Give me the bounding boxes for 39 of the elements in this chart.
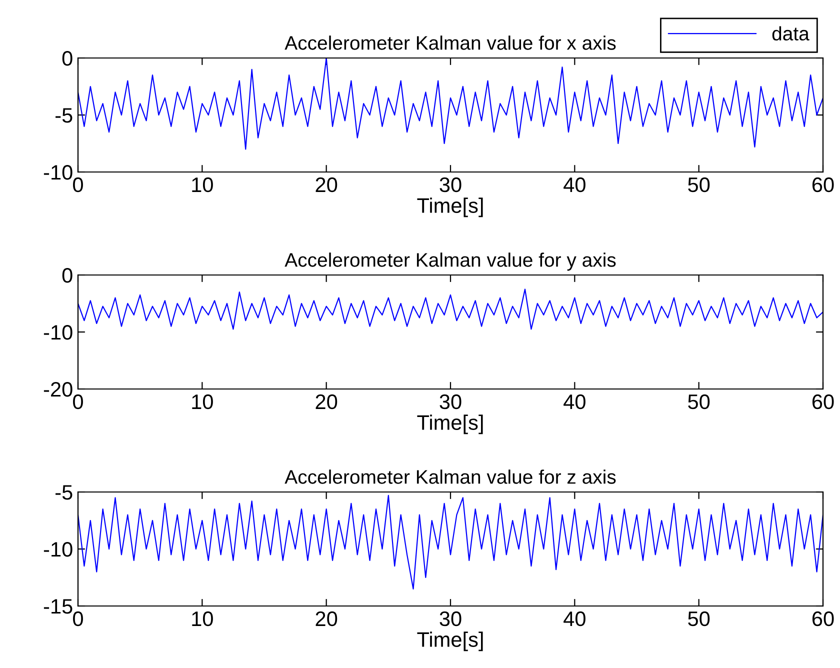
x-axis-title: Time[s] [417, 414, 483, 434]
x-tick-label: 60 [812, 611, 834, 626]
x-tick-label: 0 [73, 394, 83, 410]
x-tick-label: 20 [316, 394, 338, 410]
x-tick-label: 20 [316, 177, 338, 192]
y-tick-label: -10 [44, 165, 72, 180]
x-tick-label: 10 [192, 177, 213, 192]
x-tick-label: 30 [440, 611, 462, 626]
y-tick-label: 0 [62, 51, 72, 66]
y-tick-label: -10 [44, 325, 72, 340]
x-tick-label: 50 [688, 177, 710, 192]
y-tick-label: -20 [44, 382, 72, 397]
x-tick-label: 10 [192, 394, 213, 410]
y-tick-label: -10 [44, 542, 72, 557]
x-tick-label: 60 [812, 394, 834, 410]
line-series [78, 494, 823, 590]
x-tick-label: 0 [73, 611, 83, 626]
x-tick-label: 0 [73, 177, 83, 192]
legend-label: data [772, 26, 810, 41]
x-axis-title: Time[s] [417, 198, 483, 218]
x-tick-label: 30 [440, 177, 462, 192]
x-tick-label: 50 [688, 611, 710, 626]
y-tick-label: 0 [62, 268, 72, 283]
x-tick-label: 40 [564, 394, 586, 410]
x-tick-label: 60 [812, 177, 834, 192]
x-tick-label: 10 [192, 611, 213, 626]
chart-title: Accelerometer Kalman value for y axis [284, 252, 616, 271]
x-tick-label: 20 [316, 611, 338, 626]
y-tick-label: -15 [44, 599, 72, 614]
x-tick-label: 50 [688, 394, 710, 410]
chart-title: Accelerometer Kalman value for z axis [284, 470, 616, 484]
y-tick-label: -5 [56, 108, 72, 123]
y-tick-label: -5 [56, 485, 72, 500]
x-tick-label: 40 [564, 177, 586, 192]
chart-title: Accelerometer Kalman value for x axis [284, 36, 616, 50]
x-tick-label: 40 [564, 611, 586, 626]
x-tick-label: 30 [440, 394, 462, 410]
line-series [78, 288, 823, 330]
x-axis-title: Time[s] [417, 632, 483, 652]
